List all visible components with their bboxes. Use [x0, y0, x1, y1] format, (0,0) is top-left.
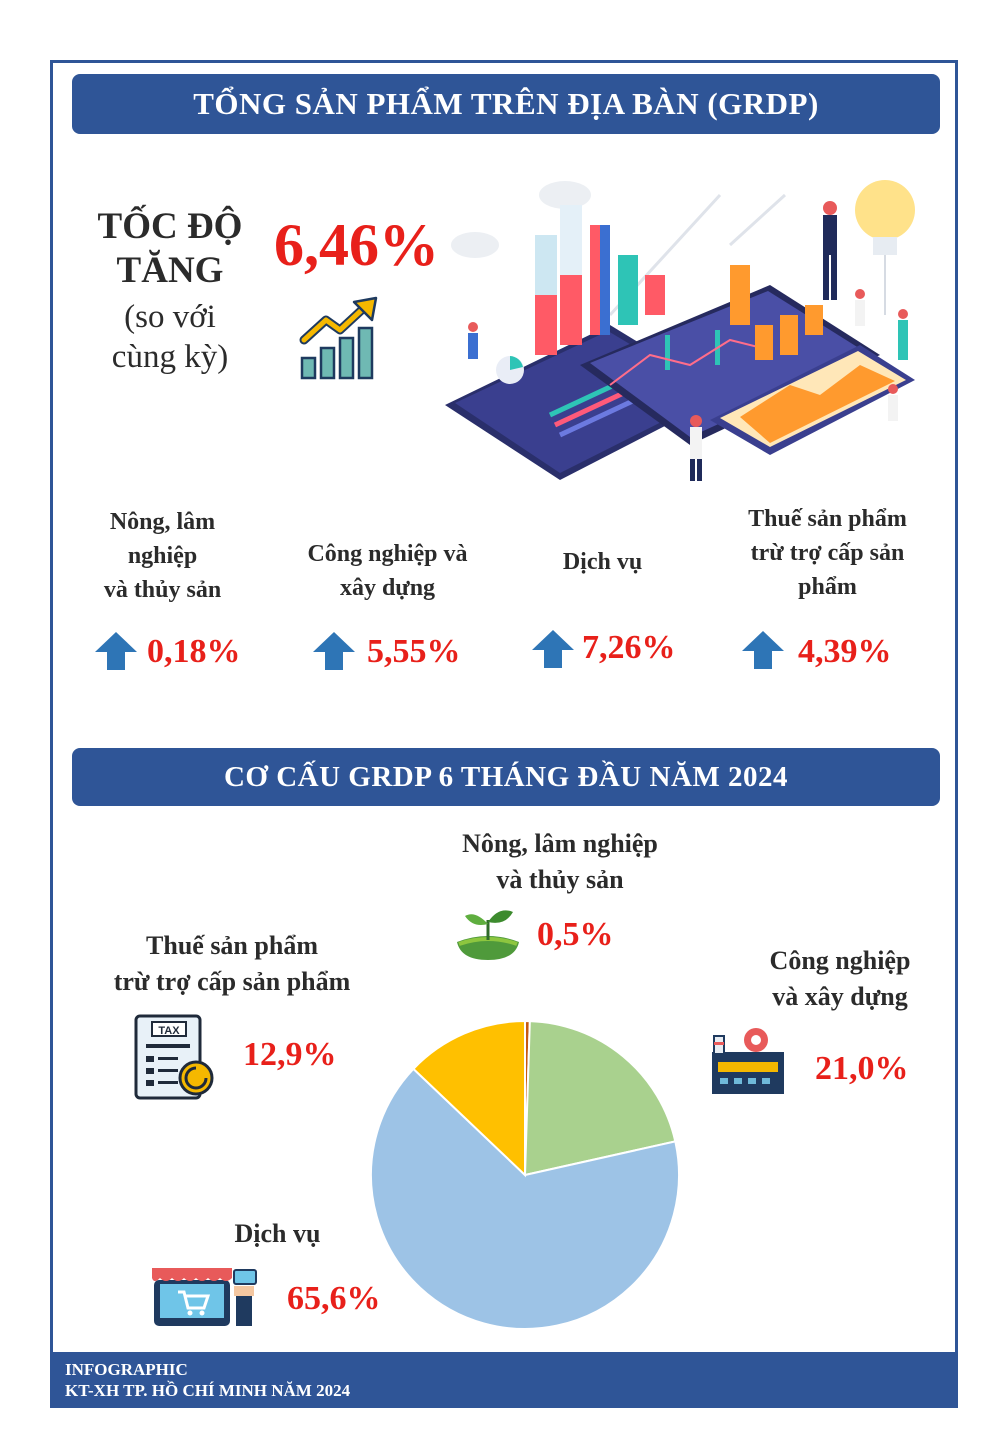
sector-tax-name: Thuế sản phẩm trừ trợ cấp sản phẩm [720, 502, 935, 604]
sector-services-value: 7,26% [582, 629, 676, 666]
sector-tax-line2: trừ trợ cấp sản [750, 540, 905, 566]
sector-services-name: Dịch vụ [562, 549, 643, 575]
sector-tax-line3: phẩm [798, 574, 857, 600]
sector-industry-value: 5,55% [367, 633, 461, 670]
pie-label-industry-line1: Công nghiệp [769, 946, 911, 975]
pie-label-services: Dịch vụ [234, 1219, 321, 1248]
footer: INFOGRAPHIC KT-XH TP. HỒ CHÍ MINH NĂM 20… [50, 1352, 958, 1408]
factory-icon [712, 1028, 784, 1094]
pie-value-agri: 0,5% [537, 916, 614, 953]
sector-tax-line1: Thuế sản phẩm [748, 506, 907, 532]
sector-agri-name: Nông, lâm nghiệp và thủy sản [75, 505, 250, 607]
pie-value-tax: 12,9% [243, 1036, 337, 1073]
pie-slice-tax [411, 1019, 526, 1178]
pie-slice-industry [523, 1020, 677, 1177]
arrow-up-icon [742, 631, 784, 669]
plant-icon [457, 910, 519, 960]
pie-value-services: 65,6% [287, 1280, 381, 1317]
pie-label-industry: Công nghiệp và xây dựng [750, 943, 930, 1015]
footer-line1: INFOGRAPHIC [65, 1360, 188, 1379]
dashboard-illustration [445, 180, 915, 481]
arrow-up-icon [532, 630, 574, 668]
pie-label-agri: Nông, lâm nghiệp và thủy sản [440, 826, 680, 898]
pie-value-industry: 21,0% [815, 1050, 909, 1087]
header-banner: TỔNG SẢN PHẨM TRÊN ĐỊA BÀN (GRDP) [72, 74, 940, 134]
footer-line2: KT-XH TP. HỒ CHÍ MINH NĂM 2024 [65, 1381, 351, 1400]
arrow-up-icon [95, 632, 137, 670]
pie-label-agri-line2: và thủy sản [496, 865, 624, 894]
sector-services: Dịch vụ [530, 545, 675, 579]
growth-sublabel-line2: cùng kỳ) [111, 339, 229, 375]
pie-label-tax-line2: trừ trợ cấp sản phẩm [113, 967, 351, 996]
pie-label-tax-line1: Thuế sản phẩm [146, 931, 318, 960]
sector-industry-line2: xây dựng [339, 575, 436, 601]
growth-label-line1: TỐC ĐỘ [97, 206, 243, 247]
tax-document-icon: TAX [134, 1014, 214, 1100]
tax-icon-label: TAX [158, 1025, 180, 1037]
growth-label: TỐC ĐỘ TĂNG [90, 205, 250, 293]
growth-label-line2: TĂNG [116, 250, 224, 291]
structure-banner: CƠ CẤU GRDP 6 THÁNG ĐẦU NĂM 2024 [72, 748, 940, 806]
sector-agri-line1: Nông, lâm [109, 509, 216, 535]
trend-up-icon [299, 296, 378, 380]
pie-slice-services [370, 1067, 680, 1330]
sector-agri-value: 0,18% [147, 633, 241, 670]
sector-tax-value: 4,39% [798, 633, 892, 670]
pie-label-tax: Thuế sản phẩm trừ trợ cấp sản phẩm [92, 928, 372, 1000]
growth-sublabel: (so với cùng kỳ) [85, 297, 255, 377]
pie-label-agri-line1: Nông, lâm nghiệp [462, 829, 658, 858]
arrow-up-icon [313, 632, 355, 670]
sector-agri: Nông, lâm nghiệp và thủy sản [75, 505, 250, 607]
pie-label-industry-line2: và xây dựng [772, 982, 908, 1011]
sector-industry: Công nghiệp và xây dựng [285, 537, 490, 605]
grdp-pie-chart [370, 1019, 680, 1330]
growth-sublabel-line1: (so với [124, 299, 216, 335]
sector-industry-name: Công nghiệp và xây dựng [285, 537, 490, 605]
sector-tax: Thuế sản phẩm trừ trợ cấp sản phẩm [720, 502, 935, 604]
sector-industry-line1: Công nghiệp và [307, 541, 468, 567]
growth-value: 6,46% [274, 212, 439, 278]
sector-agri-line2: nghiệp [127, 543, 198, 569]
sector-agri-line3: và thủy sản [103, 577, 222, 603]
shop-icon [152, 1268, 257, 1326]
